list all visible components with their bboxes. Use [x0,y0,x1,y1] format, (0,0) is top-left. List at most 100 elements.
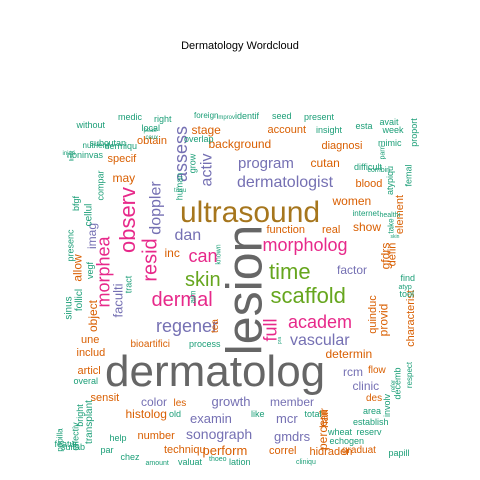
wordcloud-word: proport [408,117,419,147]
wordcloud-word: time [269,259,311,284]
wordcloud-word: hidraden [309,445,353,458]
wordcloud-word: une [81,333,100,346]
wordcloud-word: background [208,137,272,151]
wordcloud-word: tool [399,288,415,299]
wordcloud-word: dermiqu [104,140,138,151]
wordcloud-word: area [363,405,382,416]
wordcloud-word: valuat [178,456,203,467]
wordcloud-word: combin [367,166,391,174]
wordcloud-word: grow [187,153,198,173]
chart-title: Dermatology Wordcloud [181,40,299,52]
wordcloud-word: articl [77,364,101,377]
wordcloud-word: wheat [328,426,353,437]
wordcloud-word: imag [85,222,100,250]
wordcloud-word: tissu [174,188,187,194]
wordcloud-word: doppler [147,181,165,235]
wordcloud-word: factor [337,263,368,277]
wordcloud-word: amount [145,459,169,467]
wordcloud-word: rcm [343,365,363,379]
wordcloud-word: papill [388,447,410,458]
wordcloud-word: presenc [65,228,76,262]
wordcloud-word: find [400,272,416,283]
wordcloud-word: stage [191,123,221,137]
wordcloud-word: injuri [62,151,76,157]
wordcloud-word: sonograph [186,426,253,442]
wordcloud-word: total [304,408,322,419]
wordcloud-word: present [304,111,335,122]
wordcloud-word: right [154,113,172,124]
wordcloud-word: process [189,338,221,349]
wordcloud-word: overlap [184,133,214,144]
wordcloud-word: involv [381,393,392,417]
wordcloud-word: les [173,398,187,409]
wordcloud-word: identif [235,110,260,121]
wordcloud-word: graduat [342,445,376,456]
wordcloud-word: limit [68,150,75,162]
wordcloud-word: human [174,172,185,200]
wordcloud-word: object [86,299,101,333]
wordcloud-word: improv [217,115,236,121]
wordcloud-word: transplant [83,400,95,444]
wordcloud-word: specif [107,152,137,165]
wordcloud-word: color [141,395,168,409]
wordcloud-word: show [353,220,382,234]
wordcloud-word: number [137,429,175,442]
wordcloud-word: diagnosi [321,139,363,152]
wordcloud-word: lation [229,456,251,467]
wordcloud-word: thoeo [209,455,227,463]
wordcloud-word: atyp [398,283,412,291]
wordcloud-word: defin [386,242,399,266]
wordcloud-word: compar [95,169,106,201]
wordcloud-word: vascular [290,332,350,349]
wordcloud-word: academ [288,312,353,332]
wordcloud-word: avait [379,116,399,127]
wordcloud-word: dermatolog [105,347,326,396]
wordcloud-word: scaffold [270,283,346,308]
wordcloud-word: may [112,171,136,185]
wordcloud-word: histolog [125,407,167,421]
wordcloud-word: quinduc [366,294,379,334]
wordcloud-word: activ [197,153,215,187]
wordcloud-word: function [266,223,306,236]
wordcloud-word: perform [202,442,248,458]
wordcloud-word: old [169,408,182,419]
wordcloud-word: help [109,432,127,443]
wordcloud-word: without [76,119,106,130]
wordcloud-word: aim [187,290,197,304]
wordcloud-word: subcutan [89,137,127,148]
wordcloud-word: reserv [356,426,382,437]
wordcloud-word: medic [118,111,143,122]
wordcloud-word: mimic [378,137,402,148]
wordcloud-word: follicl [74,288,86,312]
wordcloud-word: take [386,218,396,234]
wordcloud-word: overal [73,375,99,386]
wordcloud-word: ultrasound [180,196,321,229]
wordcloud-word: observ [115,186,141,254]
wordcloud-word: cutan [310,156,340,170]
wordcloud-word: internet [352,209,380,218]
wordcloud-word: includ [76,346,106,359]
wordcloud-word: determin [325,347,373,361]
wordcloud-word: techniqu [164,443,206,456]
wordcloud-word: regener [156,316,219,336]
wordcloud-word: respect [405,361,415,389]
wordcloud-word: papilla [55,428,65,452]
wordcloud-word: seed [272,110,292,121]
wordcloud-word: establish [353,416,389,427]
wordcloud-word: refer [391,379,398,393]
wordcloud-word: cellul [82,203,94,227]
wordcloud-word: bioartifici [130,339,170,350]
wordcloud-word: vegf [84,261,95,279]
wordcloud-word: skin [185,269,221,291]
wordcloud-word: bfgf [70,195,81,211]
wordcloud-word: week [382,124,404,135]
wordcloud-word: resid [139,238,162,282]
wordcloud-word: cliniqu [296,458,316,466]
wordcloud-word: real [322,223,341,236]
wordcloud-word: correl [269,444,297,457]
wordcloud-word: flow [368,365,386,376]
wordcloud-word: dan [174,227,202,244]
wordcloud-word: nutrient [82,141,110,150]
wordcloud-word: sensit [90,391,120,404]
wordcloud-word: peak [143,128,157,134]
